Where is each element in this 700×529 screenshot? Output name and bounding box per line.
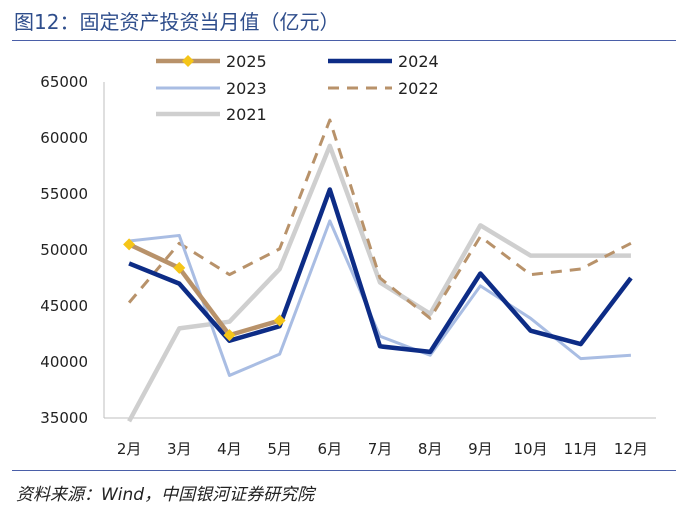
series-marker-2025 xyxy=(173,261,186,274)
y-tick-label: 60000 xyxy=(40,129,88,147)
legend-label-2025: 2025 xyxy=(226,52,267,71)
legend-marker-2025 xyxy=(182,55,194,67)
chart-title: 图12：固定资产投资当月值（亿元） xyxy=(14,10,340,34)
y-tick-label: 65000 xyxy=(40,73,88,91)
series-line-2022 xyxy=(127,118,632,320)
x-tick-label: 5月 xyxy=(267,440,292,458)
series-line-2025 xyxy=(128,242,281,338)
x-tick-label: 8月 xyxy=(418,440,443,458)
source-note: 资料来源：Wind，中国银河证券研究院 xyxy=(16,485,315,505)
x-tick-label: 4月 xyxy=(217,440,242,458)
x-tick-label: 6月 xyxy=(318,440,343,458)
series-marker-2025 xyxy=(223,329,236,342)
x-tick-label: 3月 xyxy=(167,440,192,458)
title-divider xyxy=(12,40,676,41)
x-tick-label: 10月 xyxy=(513,440,547,458)
line-chart: 35000 40000 45000 50000 55000 60000 65000 2月 3月… xyxy=(40,52,656,458)
legend-label-2021: 2021 xyxy=(226,105,267,124)
y-tick-labels: 35000 40000 45000 50000 55000 60000 65000 xyxy=(40,73,88,427)
x-tick-label: 12月 xyxy=(614,440,648,458)
y-tick-label: 55000 xyxy=(40,185,88,203)
source-divider xyxy=(12,470,676,471)
y-tick-label: 40000 xyxy=(40,353,88,371)
legend-label-2024: 2024 xyxy=(398,52,439,71)
legend: 2025 2024 2023 2022 2021 xyxy=(156,52,439,124)
x-tick-label: 7月 xyxy=(368,440,393,458)
x-tick-label: 2月 xyxy=(117,440,142,458)
series-line-2023 xyxy=(128,219,632,377)
x-tick-label: 11月 xyxy=(564,440,598,458)
legend-label-2023: 2023 xyxy=(226,79,267,98)
series-line-2021 xyxy=(127,143,631,423)
series-marker-2025 xyxy=(273,314,286,327)
x-tick-label: 9月 xyxy=(468,440,493,458)
y-tick-label: 45000 xyxy=(40,297,88,315)
legend-label-2022: 2022 xyxy=(398,79,439,98)
y-tick-label: 50000 xyxy=(40,241,88,259)
chart-axes xyxy=(103,82,656,419)
series-lines xyxy=(123,118,633,423)
y-tick-label: 35000 xyxy=(40,409,88,427)
x-tick-labels: 2月 3月 4月 5月 6月 7月 8月 9月 10月 11月 12月 xyxy=(117,440,648,458)
series-line-2024 xyxy=(128,187,633,355)
series-marker-2025 xyxy=(123,238,136,251)
